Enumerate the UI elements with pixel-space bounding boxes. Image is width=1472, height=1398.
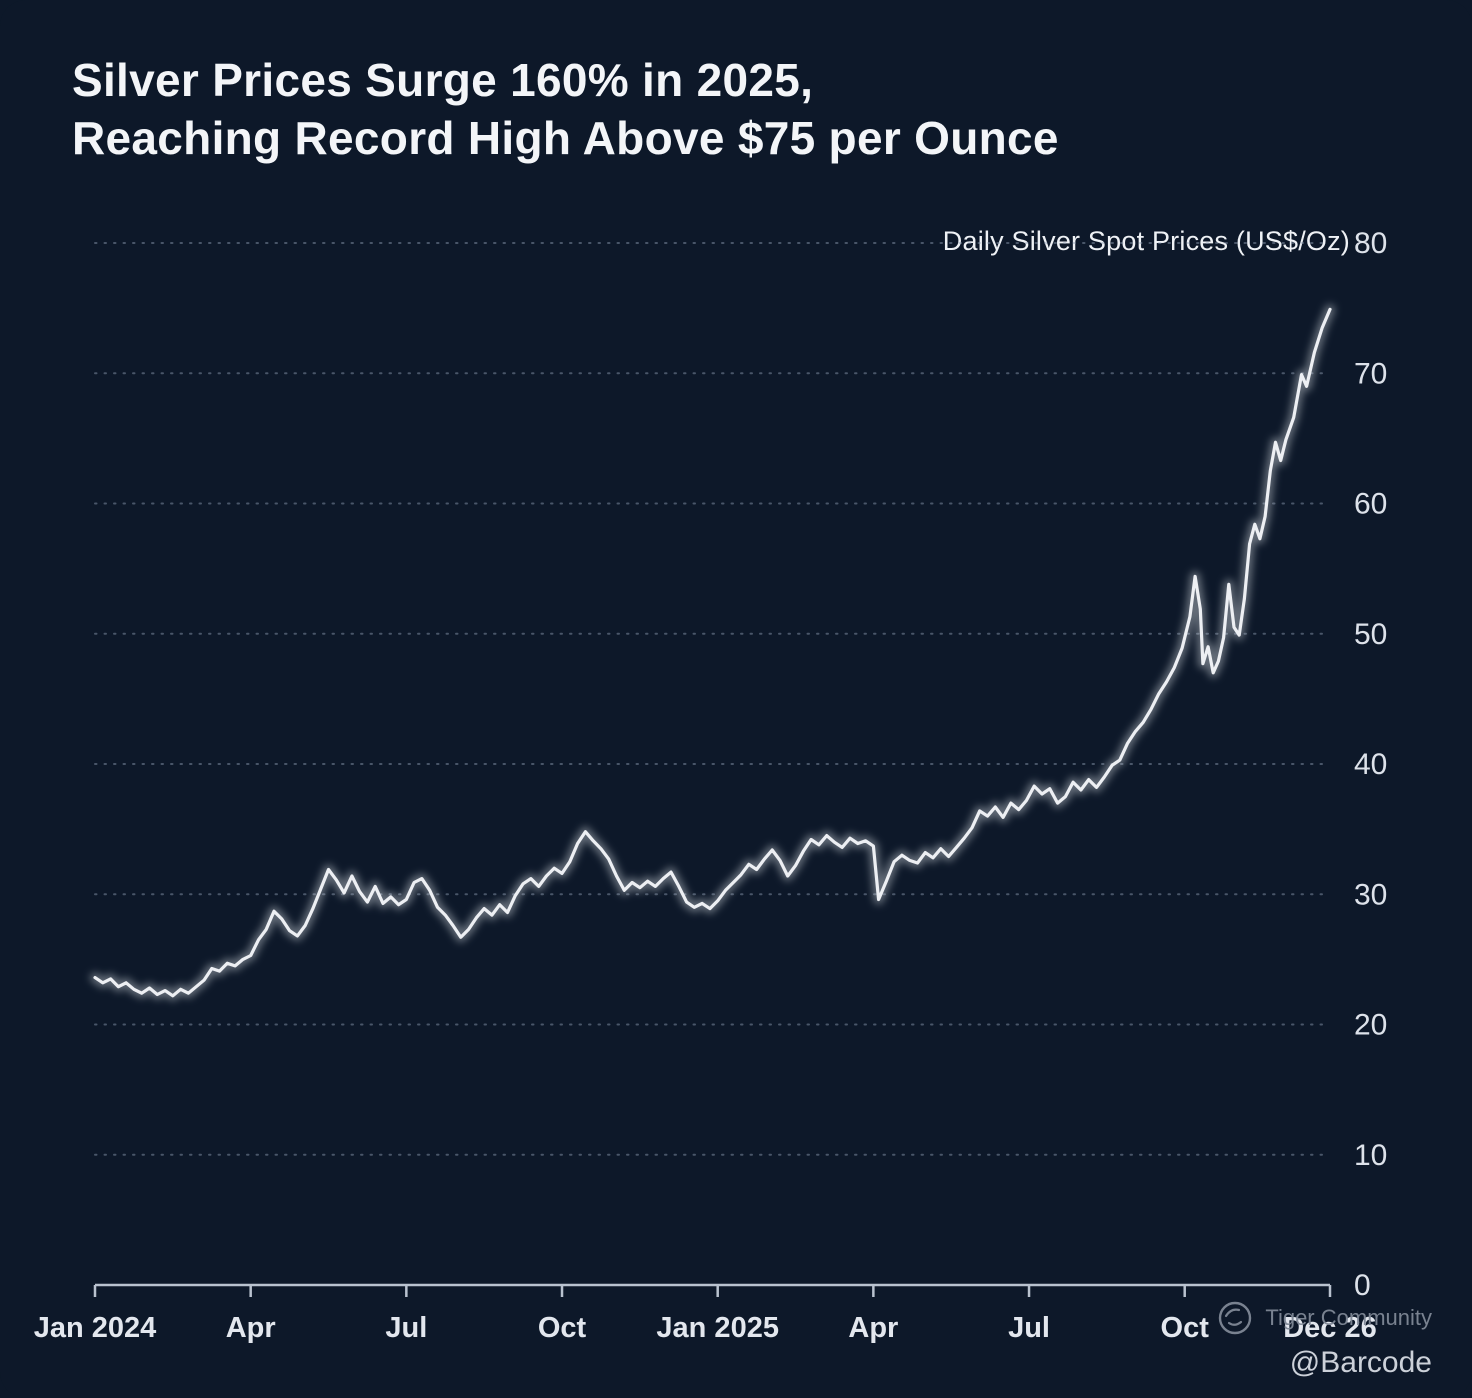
x-tick-label: Oct [538, 1312, 587, 1344]
y-tick-label: 60 [1354, 488, 1387, 521]
y-tick-label: 50 [1354, 618, 1387, 651]
x-tick-label: Dec 26 [1283, 1312, 1377, 1344]
x-tick-label: Apr [226, 1312, 276, 1344]
y-tick-label: 70 [1354, 357, 1387, 390]
author-handle: @Barcode [1289, 1346, 1432, 1379]
title-line-2: Reaching Record High Above $75 per Ounce [72, 111, 1059, 164]
brand-label: Tiger Community [1265, 1305, 1432, 1330]
x-tick-label: Oct [1161, 1312, 1210, 1344]
y-tick-label: 80 [1354, 227, 1387, 260]
x-tick-label: Jan 2025 [656, 1312, 779, 1344]
y-tick-label: 0 [1354, 1269, 1371, 1302]
y-tick-label: 40 [1354, 748, 1387, 781]
page-title: Silver Prices Surge 160% in 2025, Reachi… [72, 52, 1172, 167]
price-line [93, 307, 1332, 998]
x-tick-label: Apr [848, 1312, 898, 1344]
price-line-glow [90, 304, 1335, 1001]
legend-label: Daily Silver Spot Prices (US$/Oz) [942, 226, 1350, 256]
tiger-community-logo-icon [1219, 1301, 1252, 1335]
y-tick-label: 30 [1354, 878, 1387, 911]
y-tick-label: 20 [1354, 1009, 1387, 1042]
x-tick-label: Jul [385, 1312, 427, 1344]
x-tick-label: Jan 2024 [34, 1312, 157, 1344]
footer: Tiger Community @Barcode [1215, 1298, 1432, 1380]
x-tick-label: Jul [1008, 1312, 1050, 1344]
title-line-1: Silver Prices Surge 160% in 2025, [72, 54, 814, 106]
y-tick-label: 10 [1354, 1139, 1387, 1172]
